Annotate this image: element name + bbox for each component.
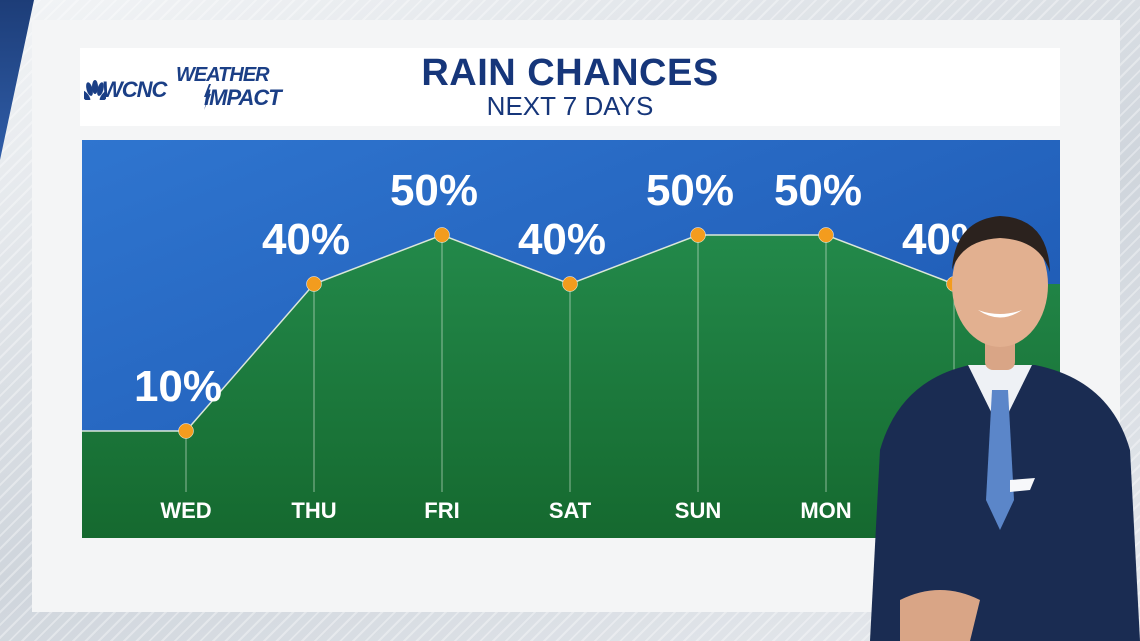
logo-weather-text: WEATHER — [176, 64, 270, 86]
header-bar — [80, 48, 1060, 126]
lightning-bolt-icon — [204, 84, 211, 110]
category-label: SUN — [675, 498, 721, 523]
value-label: 50% — [646, 166, 734, 215]
value-label: 10% — [134, 362, 222, 411]
data-point — [178, 423, 194, 439]
rain-line — [82, 234, 955, 432]
value-label: 50% — [774, 166, 862, 215]
page-title: RAIN CHANCES — [421, 52, 719, 94]
value-label: 40% — [518, 215, 606, 264]
presenter-figure — [870, 216, 1140, 641]
category-label: FRI — [424, 498, 459, 523]
logo-impact-text: IMPACT — [204, 85, 282, 110]
presenter-smile — [978, 310, 1022, 318]
logo-station-text: WCNC — [102, 77, 167, 102]
data-point — [306, 276, 322, 292]
data-point — [434, 227, 450, 243]
rain-area — [82, 235, 1060, 538]
station-logo: WCNC WEATHER IMPACT — [84, 62, 314, 114]
peacock-icon — [84, 80, 106, 100]
presenter-pocket-square — [1010, 478, 1035, 492]
category-label: MON — [800, 498, 851, 523]
category-label: WED — [160, 498, 211, 523]
page-subtitle: NEXT 7 DAYS — [486, 91, 654, 121]
data-point — [690, 227, 706, 243]
presenter-tie — [986, 390, 1014, 530]
category-label: SAT — [549, 498, 592, 523]
presenter-hands — [900, 590, 980, 641]
data-point — [818, 227, 834, 243]
value-label: 50% — [390, 166, 478, 215]
presenter-hair — [952, 216, 1050, 272]
category-label: THU — [291, 498, 336, 523]
presenter-face — [952, 223, 1048, 347]
data-point — [562, 276, 578, 292]
value-label: 40% — [262, 215, 350, 264]
